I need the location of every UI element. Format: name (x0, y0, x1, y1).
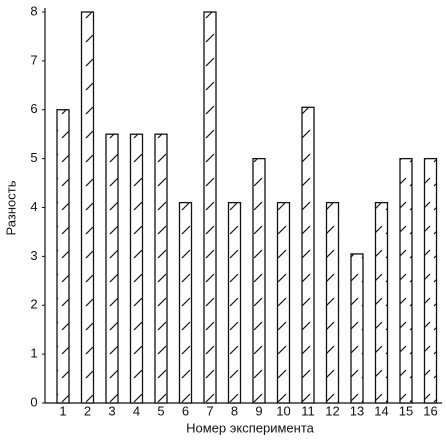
bar (374, 201, 389, 404)
bar (301, 106, 315, 404)
x-tick-label: 16 (423, 403, 437, 418)
y-tick-label: 1 (30, 346, 37, 361)
y-tick-label: 0 (30, 394, 37, 409)
x-tick-label: 8 (231, 403, 238, 418)
y-tick-label: 4 (30, 199, 37, 214)
bar (423, 157, 438, 404)
x-axis-label: Номер эксперимента (186, 420, 315, 435)
x-tick-label: 4 (133, 403, 140, 418)
y-tick-label: 3 (30, 248, 37, 263)
x-tick-label: 14 (374, 403, 388, 418)
y-tick-label: 8 (30, 3, 37, 18)
x-tick-label: 6 (182, 403, 189, 418)
bar (276, 201, 291, 404)
y-axis-label: Разность (3, 180, 18, 235)
bar (105, 133, 119, 404)
bar (252, 157, 266, 404)
x-tick-label: 5 (157, 403, 164, 418)
bar (350, 253, 364, 404)
bar (203, 11, 217, 404)
x-tick-label: 10 (276, 403, 290, 418)
y-tick-label: 2 (30, 297, 37, 312)
bar (178, 201, 193, 404)
bar (399, 157, 413, 404)
x-tick-label: 9 (255, 403, 262, 418)
x-tick-label: 15 (399, 403, 413, 418)
bar (325, 201, 340, 404)
bar (56, 109, 70, 404)
y-tick-label: 5 (30, 150, 37, 165)
x-tick-label: 3 (108, 403, 115, 418)
bar (227, 201, 242, 404)
bar (154, 133, 168, 404)
x-tick-label: 1 (59, 403, 66, 418)
x-tick-label: 7 (206, 403, 213, 418)
y-tick-label: 6 (30, 101, 37, 116)
bar (129, 133, 144, 404)
bar (80, 11, 95, 404)
x-tick-label: 11 (301, 403, 315, 418)
y-tick-label: 7 (30, 52, 37, 67)
x-tick-label: 12 (325, 403, 339, 418)
x-tick-label: 13 (350, 403, 364, 418)
x-tick-label: 2 (84, 403, 91, 418)
